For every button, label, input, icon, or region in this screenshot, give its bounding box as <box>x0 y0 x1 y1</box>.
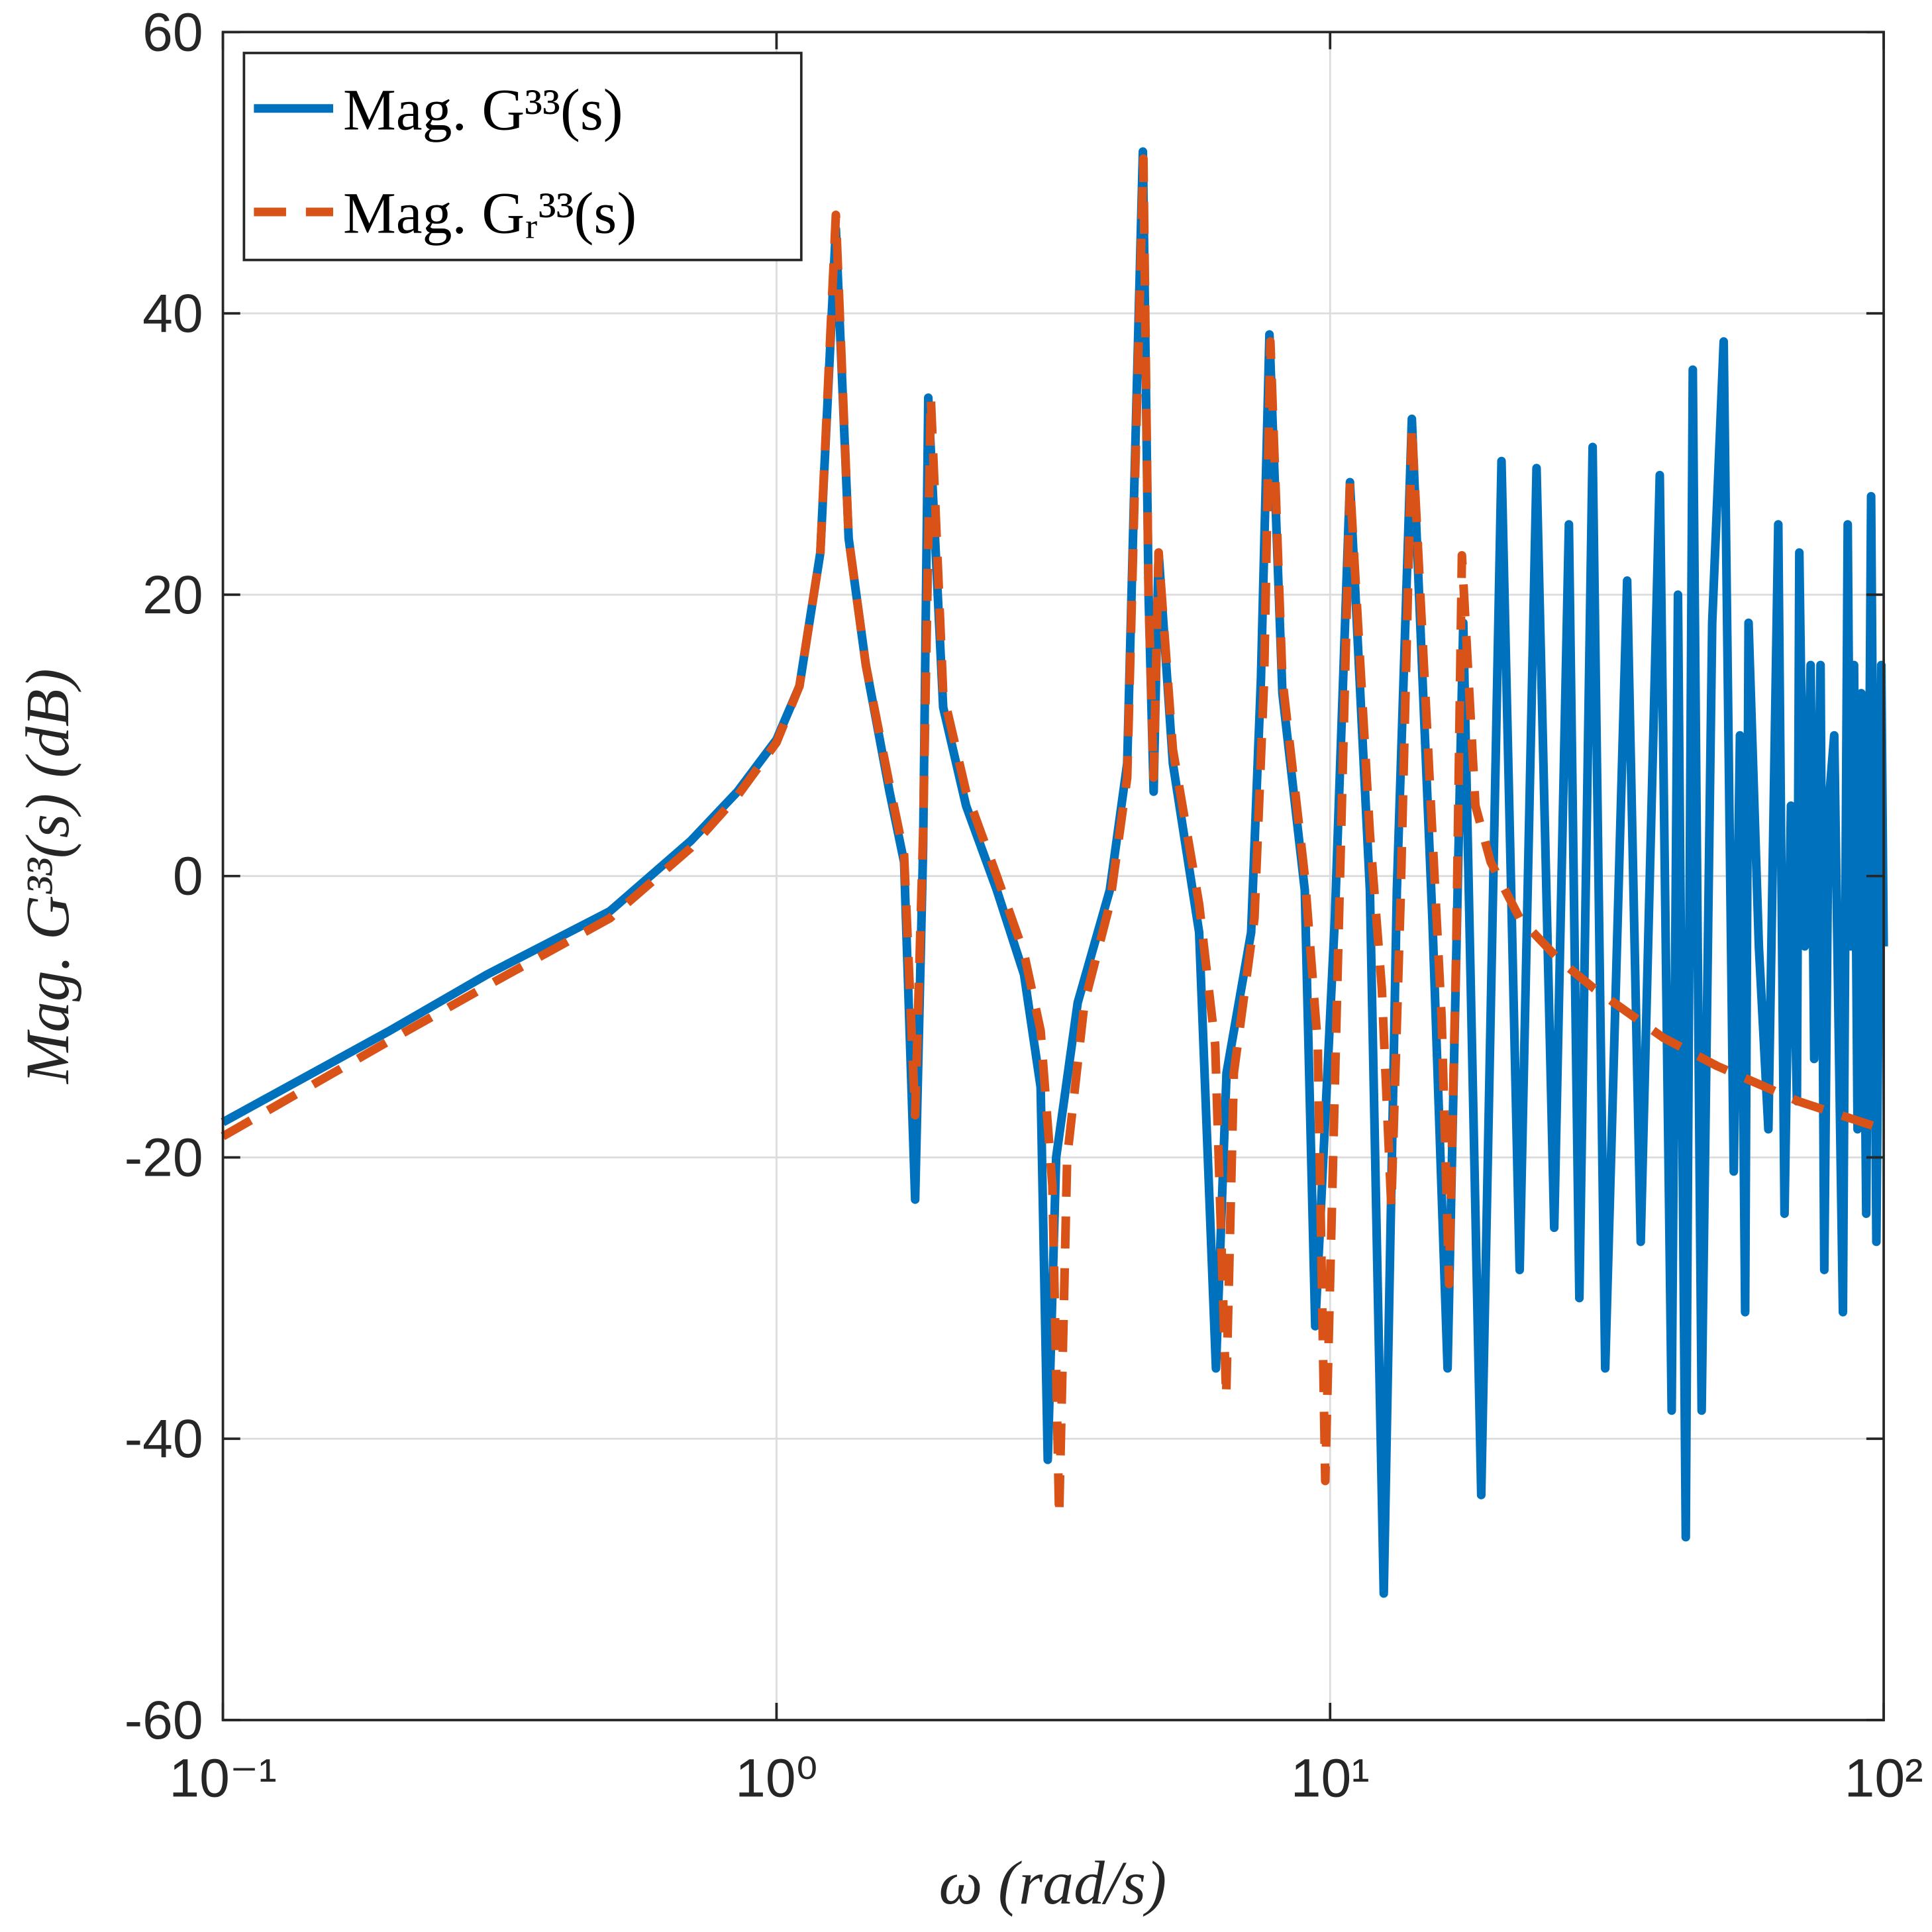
y-tick-label: -60 <box>125 1690 203 1751</box>
y-tick-label: 20 <box>142 565 203 625</box>
y-tick-label: -40 <box>125 1409 203 1469</box>
y-tick-label: 60 <box>142 2 203 62</box>
series-line <box>221 147 1888 1598</box>
x-tick-label: 10⁰ <box>735 1749 817 1809</box>
x-tick-label: 10¹ <box>1291 1749 1370 1809</box>
legend-box <box>242 52 803 262</box>
y-tick-label: 40 <box>142 283 203 344</box>
x-axis-label: ω (rad/s) <box>939 1849 1166 1917</box>
series-line <box>221 154 1886 1521</box>
x-tick-label: 10² <box>1845 1749 1923 1809</box>
legend-label: Mag. G³³(s) <box>343 77 623 143</box>
ticks: 10⁻¹ 10⁰ 10¹ 10² -60 -40 -20 0 20 40 60 <box>125 2 1923 1808</box>
legend-label: Mag. Gᵣ³³(s) <box>343 181 636 246</box>
legend: Mag. G³³(s) Mag. Gᵣ³³(s) <box>242 52 803 262</box>
lines <box>221 147 1888 1598</box>
y-axis-label: Mag. G³³(s) (dB) <box>14 668 82 1085</box>
x-tick-label: 10⁻¹ <box>169 1749 276 1809</box>
y-tick-label: -20 <box>125 1128 203 1188</box>
y-tick-label: 0 <box>173 846 203 907</box>
